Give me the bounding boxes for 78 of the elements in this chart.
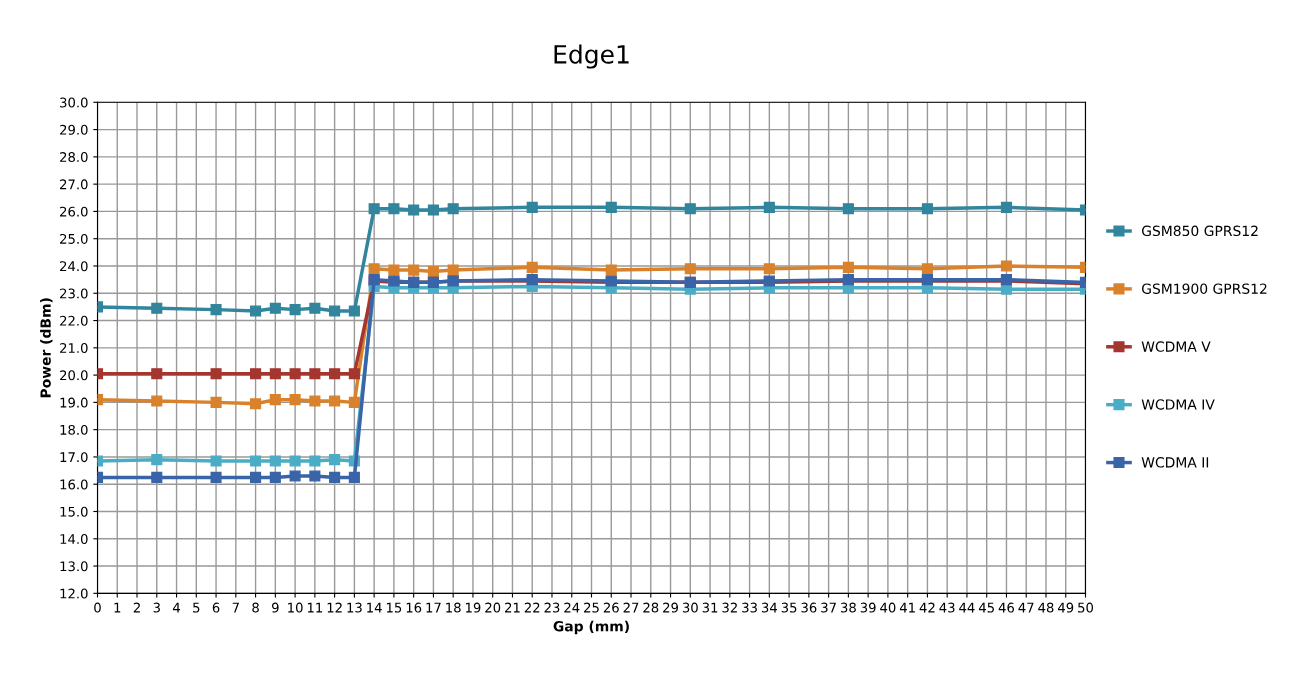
x-tick-label: 3 bbox=[153, 602, 160, 613]
x-tick-label: 37 bbox=[821, 602, 836, 613]
x-tick-label: 44 bbox=[959, 602, 975, 613]
x-tick-label: 9 bbox=[271, 602, 279, 613]
x-tick-label: 30 bbox=[682, 602, 698, 613]
y-tick-label: 25.0 bbox=[60, 233, 88, 244]
x-tick-label: 39 bbox=[860, 602, 876, 613]
x-tick-label: 14 bbox=[367, 602, 382, 613]
x-tick-label: 0 bbox=[94, 602, 101, 613]
x-tick-label: 27 bbox=[623, 602, 639, 613]
y-tick-label: 29.0 bbox=[60, 124, 88, 135]
legend-label: WCDMA IV bbox=[1141, 399, 1215, 410]
x-tick-label: 12 bbox=[327, 602, 342, 613]
x-tick-label: 24 bbox=[564, 602, 580, 613]
legend-label: WCDMA II bbox=[1141, 457, 1209, 468]
x-tick-label: 48 bbox=[1038, 602, 1054, 613]
x-tick-label: 15 bbox=[386, 602, 402, 613]
y-tick-label: 27.0 bbox=[60, 179, 88, 190]
y-tick-label: 26.0 bbox=[60, 206, 88, 217]
x-tick-label: 8 bbox=[252, 602, 259, 613]
x-tick-label: 36 bbox=[801, 602, 817, 613]
x-tick-label: 7 bbox=[232, 602, 239, 613]
x-tick-label: 6 bbox=[212, 602, 220, 613]
x-tick-label: 11 bbox=[307, 602, 323, 613]
x-tick-label: 41 bbox=[899, 602, 915, 613]
y-tick-label: 18.0 bbox=[60, 424, 88, 435]
x-tick-label: 28 bbox=[643, 602, 659, 613]
y-axis-title: Power (dBm) bbox=[40, 298, 53, 398]
x-tick-label: 40 bbox=[880, 602, 896, 613]
x-tick-label: 35 bbox=[781, 602, 797, 613]
y-tick-label: 22.0 bbox=[60, 315, 88, 326]
x-tick-label: 47 bbox=[1018, 602, 1034, 613]
legend-label: GSM850 GPRS12 bbox=[1141, 225, 1258, 237]
x-tick-label: 23 bbox=[544, 602, 560, 613]
y-tick-label: 20.0 bbox=[60, 370, 88, 381]
y-tick-label: 14.0 bbox=[60, 534, 88, 544]
y-tick-label: 16.0 bbox=[60, 479, 88, 490]
x-tick-label: 26 bbox=[603, 602, 619, 613]
x-tick-label: 22 bbox=[524, 602, 540, 613]
x-tick-label: 13 bbox=[347, 602, 362, 613]
x-tick-label: 20 bbox=[485, 602, 501, 613]
x-axis-title: Gap (mm) bbox=[553, 620, 629, 635]
x-tick-label: 10 bbox=[288, 602, 303, 613]
y-tick-label: 28.0 bbox=[60, 152, 88, 163]
x-tick-label: 38 bbox=[840, 602, 856, 613]
y-tick-label: 13.0 bbox=[60, 561, 88, 572]
y-tick-label: 23.0 bbox=[60, 288, 88, 299]
x-tick-label: 45 bbox=[978, 602, 994, 613]
x-tick-label: 5 bbox=[193, 602, 200, 613]
x-tick-label: 1 bbox=[114, 602, 121, 613]
x-tick-label: 42 bbox=[919, 602, 935, 613]
x-tick-label: 21 bbox=[505, 602, 520, 613]
x-tick-label: 33 bbox=[742, 602, 757, 613]
x-tick-label: 16 bbox=[406, 602, 422, 613]
x-tick-label: 49 bbox=[1057, 602, 1074, 613]
y-tick-label: 30.0 bbox=[60, 97, 88, 108]
x-tick-label: 2 bbox=[133, 602, 140, 613]
y-tick-label: 15.0 bbox=[60, 506, 88, 517]
x-tick-label: 50 bbox=[1078, 602, 1094, 613]
x-tick-label: 43 bbox=[939, 602, 955, 613]
y-tick-label: 17.0 bbox=[60, 452, 88, 463]
x-tick-label: 29 bbox=[663, 602, 679, 613]
x-tick-label: 46 bbox=[998, 602, 1015, 613]
y-tick-label: 19.0 bbox=[60, 397, 88, 408]
x-tick-label: 32 bbox=[722, 602, 737, 613]
legend-label: GSM1900 GPRS12 bbox=[1141, 283, 1267, 294]
x-tick-label: 4 bbox=[172, 602, 180, 613]
x-tick-label: 31 bbox=[702, 602, 718, 613]
x-tick-label: 34 bbox=[761, 602, 777, 613]
x-tick-label: 18 bbox=[446, 602, 461, 613]
y-tick-label: 24.0 bbox=[60, 261, 88, 272]
y-tick-label: 12.0 bbox=[60, 588, 88, 599]
x-tick-label: 19 bbox=[465, 602, 481, 613]
y-tick-label: 21.0 bbox=[60, 343, 88, 354]
chart-title: Edge1 bbox=[554, 44, 629, 69]
legend-label: WCDMA V bbox=[1141, 341, 1211, 352]
x-tick-label: 25 bbox=[584, 602, 599, 613]
x-tick-label: 17 bbox=[426, 602, 441, 613]
